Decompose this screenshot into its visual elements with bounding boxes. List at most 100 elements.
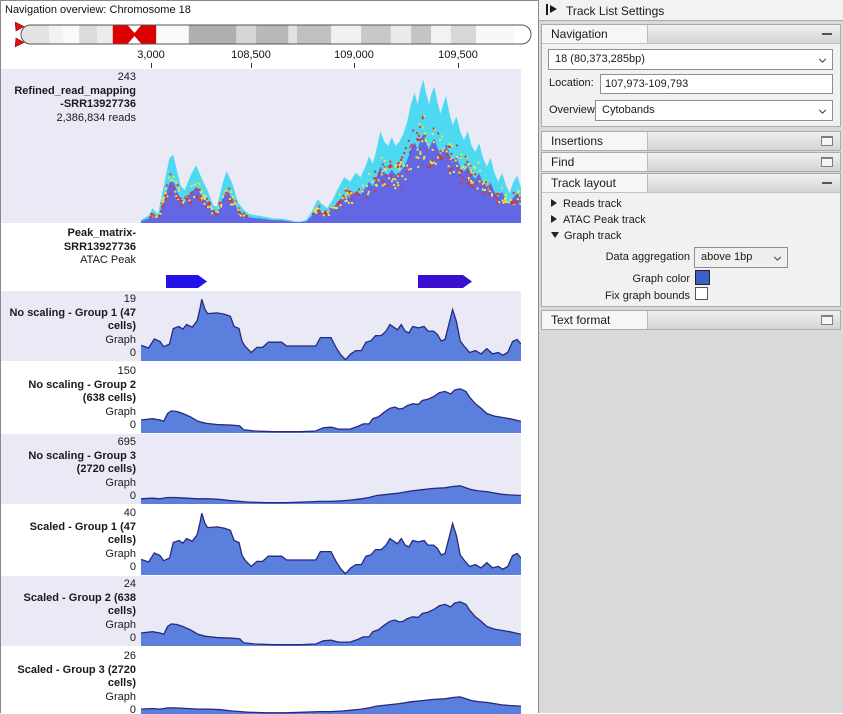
section-text-format-tab[interactable]: Text format [542, 311, 648, 329]
track-name-line: Graph [1, 334, 136, 348]
track-layout-item-reads-track[interactable]: Reads track [551, 198, 622, 210]
track-name-line: Scaled - Group 1 (47 [1, 521, 136, 535]
track-label[interactable]: 695No scaling - Group 3(2720 cells)Graph… [1, 434, 141, 504]
track-min-value: 0 [1, 632, 136, 646]
track-max-value: 19 [1, 293, 136, 307]
track-content[interactable] [141, 291, 521, 361]
track-name-line: Graph [1, 691, 136, 705]
section-insertions: Insertions [541, 131, 841, 151]
track-layout-item-label: Graph track [564, 230, 621, 242]
overview-label: Overview [549, 104, 595, 116]
expand-box-icon[interactable] [821, 157, 833, 167]
graph-color-swatch[interactable] [695, 270, 710, 285]
section-track-layout-tab[interactable]: Track layout [542, 174, 648, 192]
settings-panel-title: Track List Settings [566, 4, 664, 18]
track-content[interactable] [141, 225, 521, 289]
track-row-7: 24Scaled - Group 2 (638cells)Graph0 [1, 576, 538, 646]
atac-peak-annotation[interactable] [166, 275, 207, 288]
track-content[interactable] [141, 505, 521, 575]
minimize-icon[interactable] [822, 33, 832, 35]
track-layout-item-label: Reads track [563, 198, 622, 210]
graph-graph-svg [141, 291, 521, 361]
track-row-8: 26Scaled - Group 3 (2720cells)Graph0 [1, 648, 538, 714]
data-aggregation-label: Data aggregation [542, 251, 690, 263]
track-label[interactable]: 150No scaling - Group 2(638 cells)Graph0 [1, 363, 141, 433]
ruler-label: 108,500 [231, 49, 271, 61]
track-content[interactable] [141, 576, 521, 646]
track-label[interactable]: 24Scaled - Group 2 (638cells)Graph0 [1, 576, 141, 646]
triangle-collapsed-icon[interactable] [551, 199, 557, 207]
track-name-line: No scaling - Group 1 (47 [1, 307, 136, 321]
track-name-line: cells) [1, 320, 136, 334]
location-input[interactable] [600, 74, 833, 94]
section-text-format: Text format [541, 310, 841, 330]
track-list-view: Navigation overview: Chromosome 18 3,000… [0, 0, 538, 713]
track-max-value: 695 [1, 436, 136, 450]
track-layout-item-label: ATAC Peak track [563, 214, 646, 226]
expand-box-icon[interactable] [821, 315, 833, 325]
track-row-5: 695No scaling - Group 3(2720 cells)Graph… [1, 434, 538, 504]
section-text-format-header[interactable]: Text format [542, 311, 840, 329]
track-label[interactable]: Peak_matrix-SRR13927736ATAC Peak [1, 225, 141, 289]
graph-graph-svg [141, 434, 521, 504]
overview-select[interactable]: Cytobands [595, 100, 833, 121]
section-insertions-header[interactable]: Insertions [542, 132, 840, 150]
track-name-line: Scaled - Group 2 (638 [1, 592, 136, 606]
track-label[interactable]: 40Scaled - Group 1 (47cells)Graph0 [1, 505, 141, 575]
track-layout-item-graph-track[interactable]: Graph track [551, 230, 621, 242]
track-label[interactable]: 243Refined_read_mapping-SRR139277362,386… [1, 69, 141, 223]
section-track-layout-header[interactable]: Track layout [542, 174, 840, 193]
track-layout-item-atac-peak-track[interactable]: ATAC Peak track [551, 214, 646, 226]
track-label[interactable]: 26Scaled - Group 3 (2720cells)Graph0 [1, 648, 141, 714]
fix-graph-bounds-checkbox[interactable] [695, 287, 708, 300]
track-content[interactable] [141, 69, 521, 223]
track-min-value: 0 [1, 347, 136, 361]
track-name-line: Graph [1, 548, 136, 562]
track-content[interactable] [141, 434, 521, 504]
navigation-overview-title: Navigation overview: Chromosome 18 [5, 4, 191, 16]
track-strip: 19No scaling - Group 1 (47cells)Graph0 [1, 291, 521, 361]
peaks-graph-svg [141, 225, 521, 289]
track-strip: 150No scaling - Group 2(638 cells)Graph0 [1, 363, 521, 433]
section-find-tab[interactable]: Find [542, 153, 648, 171]
triangle-expanded-icon[interactable] [551, 232, 559, 238]
settings-panel: Track List Settings Navigation 18 (80,37… [538, 0, 843, 713]
track-content[interactable] [141, 648, 521, 714]
location-label: Location: [549, 77, 594, 89]
track-name-line: cells) [1, 534, 136, 548]
track-name-line: (638 cells) [1, 392, 136, 406]
track-min-value: 0 [1, 490, 136, 504]
track-name-line: Refined_read_mapping [1, 85, 136, 99]
data-aggregation-select[interactable]: above 1bp [694, 247, 788, 268]
track-strip: 695No scaling - Group 3(2720 cells)Graph… [1, 434, 521, 504]
section-navigation-header[interactable]: Navigation [542, 25, 840, 44]
track-row-3: 19No scaling - Group 1 (47cells)Graph0 [1, 291, 538, 361]
graph-graph-svg [141, 363, 521, 433]
chromosome-ideogram[interactable] [15, 22, 537, 48]
section-find-header[interactable]: Find [542, 153, 840, 171]
atac-peak-annotation[interactable] [418, 275, 472, 288]
data-aggregation-value: above 1bp [701, 251, 752, 263]
track-row-6: 40Scaled - Group 1 (47cells)Graph0 [1, 505, 538, 575]
chromosome-select-value: 18 (80,373,285bp) [555, 53, 645, 65]
triangle-collapsed-icon[interactable] [551, 215, 557, 223]
section-find: Find [541, 152, 841, 172]
track-content[interactable] [141, 363, 521, 433]
graph-color-label: Graph color [542, 273, 690, 285]
track-name-line: No scaling - Group 3 [1, 450, 136, 464]
overview-select-value: Cytobands [602, 104, 655, 116]
ruler-tick [458, 63, 459, 68]
chevron-down-icon [818, 58, 827, 63]
graph-graph-svg [141, 576, 521, 646]
minimize-icon[interactable] [822, 182, 832, 184]
track-label[interactable]: 19No scaling - Group 1 (47cells)Graph0 [1, 291, 141, 361]
section-insertions-tab[interactable]: Insertions [542, 132, 648, 150]
section-navigation-tab[interactable]: Navigation [542, 25, 648, 43]
chromosome-select[interactable]: 18 (80,373,285bp) [548, 49, 833, 70]
collapse-panel-icon[interactable] [546, 4, 560, 16]
expand-box-icon[interactable] [821, 136, 833, 146]
track-strip: 24Scaled - Group 2 (638cells)Graph0 [1, 576, 521, 646]
ruler-label: 109,000 [334, 49, 374, 61]
track-strip: 26Scaled - Group 3 (2720cells)Graph0 [1, 648, 521, 714]
track-name-line: Peak_matrix- [1, 227, 136, 241]
